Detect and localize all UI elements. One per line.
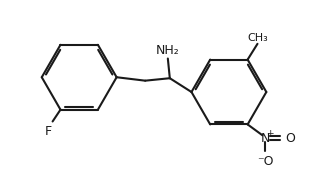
Text: N: N	[261, 132, 270, 145]
Text: CH₃: CH₃	[247, 33, 268, 43]
Text: NH₂: NH₂	[156, 43, 180, 57]
Text: +: +	[266, 129, 274, 138]
Text: ⁻O: ⁻O	[257, 155, 274, 168]
Text: O: O	[285, 132, 295, 145]
Text: F: F	[45, 125, 52, 138]
